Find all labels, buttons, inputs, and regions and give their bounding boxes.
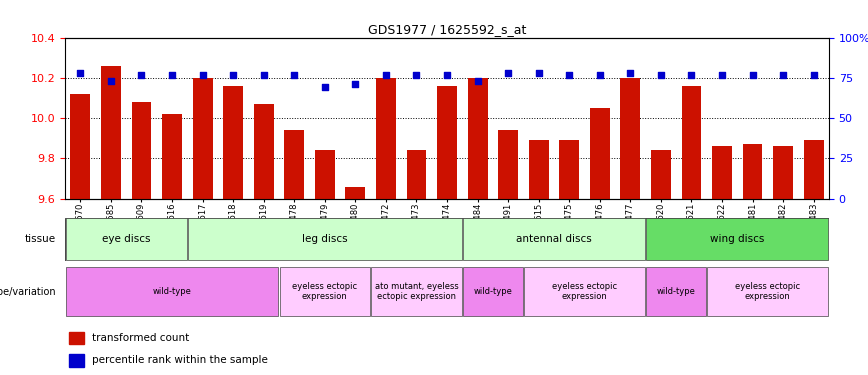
- Text: percentile rank within the sample: percentile rank within the sample: [92, 356, 267, 366]
- Bar: [712, 146, 732, 199]
- Point: [195, 72, 209, 78]
- Point: [135, 72, 148, 78]
- Point: [379, 72, 393, 78]
- Point: [532, 70, 546, 76]
- Point: [623, 70, 637, 76]
- Bar: [590, 108, 609, 199]
- Point: [165, 72, 179, 78]
- Bar: [345, 187, 365, 199]
- Bar: [406, 150, 426, 199]
- Point: [685, 72, 699, 78]
- Point: [806, 72, 820, 78]
- Text: eyeless ectopic
expression: eyeless ectopic expression: [735, 282, 800, 301]
- Bar: [253, 104, 273, 199]
- Bar: [69, 332, 84, 344]
- Point: [318, 84, 332, 90]
- Bar: [315, 150, 335, 199]
- Text: transformed count: transformed count: [92, 333, 189, 343]
- Point: [104, 78, 118, 84]
- Text: antennal discs: antennal discs: [516, 234, 592, 244]
- Point: [440, 72, 454, 78]
- Bar: [647, 218, 828, 260]
- Bar: [524, 267, 645, 316]
- Bar: [66, 218, 187, 260]
- Bar: [188, 218, 462, 260]
- Bar: [559, 140, 579, 199]
- Text: leg discs: leg discs: [302, 234, 347, 244]
- Text: ato mutant, eyeless
ectopic expression: ato mutant, eyeless ectopic expression: [375, 282, 458, 301]
- Bar: [66, 267, 279, 316]
- Bar: [681, 86, 701, 199]
- Point: [287, 72, 301, 78]
- Text: wild-type: wild-type: [657, 287, 695, 296]
- Bar: [376, 78, 396, 199]
- Bar: [743, 144, 762, 199]
- Bar: [463, 218, 645, 260]
- Bar: [132, 102, 151, 199]
- Bar: [463, 267, 523, 316]
- Point: [257, 72, 271, 78]
- Bar: [621, 78, 641, 199]
- Bar: [70, 94, 90, 199]
- Text: eyeless ectopic
expression: eyeless ectopic expression: [293, 282, 358, 301]
- Bar: [223, 86, 243, 199]
- Bar: [651, 150, 671, 199]
- Bar: [773, 146, 793, 199]
- Bar: [285, 130, 304, 199]
- Bar: [468, 78, 488, 199]
- Bar: [529, 140, 549, 199]
- Bar: [498, 130, 518, 199]
- Point: [746, 72, 760, 78]
- Text: wild-type: wild-type: [473, 287, 512, 296]
- Bar: [162, 114, 182, 199]
- Point: [715, 72, 729, 78]
- Text: wild-type: wild-type: [153, 287, 192, 296]
- Point: [501, 70, 515, 76]
- Point: [74, 70, 88, 76]
- Text: eye discs: eye discs: [102, 234, 150, 244]
- Bar: [804, 140, 824, 199]
- Title: GDS1977 / 1625592_s_at: GDS1977 / 1625592_s_at: [368, 23, 526, 36]
- Point: [654, 72, 667, 78]
- Bar: [707, 267, 828, 316]
- Bar: [437, 86, 457, 199]
- Text: wing discs: wing discs: [710, 234, 765, 244]
- Bar: [69, 354, 84, 367]
- Point: [410, 72, 424, 78]
- Point: [348, 81, 362, 87]
- Point: [227, 72, 240, 78]
- Bar: [279, 267, 370, 316]
- Text: eyeless ectopic
expression: eyeless ectopic expression: [552, 282, 617, 301]
- Text: genotype/variation: genotype/variation: [0, 286, 56, 297]
- Bar: [647, 267, 706, 316]
- Text: tissue: tissue: [25, 234, 56, 244]
- Point: [470, 78, 484, 84]
- Point: [593, 72, 607, 78]
- Point: [776, 72, 790, 78]
- Bar: [372, 267, 462, 316]
- Point: [562, 72, 576, 78]
- Bar: [101, 66, 121, 199]
- Bar: [193, 78, 213, 199]
